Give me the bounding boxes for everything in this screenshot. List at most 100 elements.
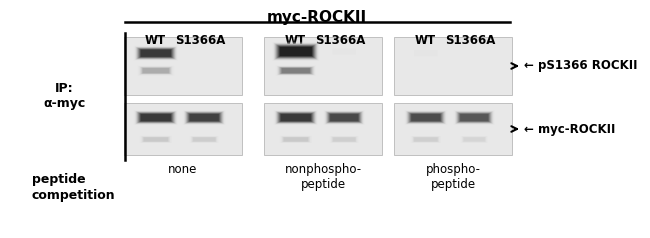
FancyBboxPatch shape [185,111,224,124]
FancyBboxPatch shape [272,42,320,61]
FancyBboxPatch shape [138,112,174,123]
FancyBboxPatch shape [411,136,441,143]
FancyBboxPatch shape [276,65,317,76]
FancyBboxPatch shape [279,67,313,74]
FancyBboxPatch shape [190,114,219,121]
FancyBboxPatch shape [278,112,315,123]
FancyBboxPatch shape [329,113,359,122]
FancyBboxPatch shape [458,112,491,123]
FancyBboxPatch shape [141,114,171,121]
FancyBboxPatch shape [135,110,177,125]
FancyBboxPatch shape [276,66,316,76]
FancyBboxPatch shape [138,48,174,58]
FancyBboxPatch shape [454,110,495,125]
FancyBboxPatch shape [274,110,318,125]
FancyBboxPatch shape [140,136,172,143]
FancyBboxPatch shape [137,66,174,76]
FancyBboxPatch shape [275,44,317,59]
FancyBboxPatch shape [330,114,359,121]
FancyBboxPatch shape [464,51,484,55]
FancyBboxPatch shape [193,137,215,141]
FancyBboxPatch shape [188,113,220,122]
FancyBboxPatch shape [274,110,318,125]
FancyBboxPatch shape [328,113,360,122]
FancyBboxPatch shape [460,114,489,122]
FancyBboxPatch shape [404,110,447,125]
FancyBboxPatch shape [142,137,169,142]
FancyBboxPatch shape [462,136,487,142]
Text: myc-ROCKII: myc-ROCKII [267,10,367,25]
FancyBboxPatch shape [412,136,439,142]
FancyBboxPatch shape [136,47,176,60]
FancyBboxPatch shape [463,137,486,142]
FancyBboxPatch shape [411,114,441,121]
FancyBboxPatch shape [277,45,315,58]
Text: ← myc-ROCKII: ← myc-ROCKII [524,123,616,135]
Text: phospho-
peptide: phospho- peptide [426,163,480,191]
FancyBboxPatch shape [274,110,317,125]
FancyBboxPatch shape [323,110,365,125]
FancyBboxPatch shape [414,137,437,141]
FancyBboxPatch shape [137,48,175,59]
FancyBboxPatch shape [280,136,312,143]
FancyBboxPatch shape [331,136,358,142]
Bar [124,103,242,155]
FancyBboxPatch shape [189,136,219,143]
Text: WT: WT [415,34,436,47]
FancyBboxPatch shape [140,136,172,143]
FancyBboxPatch shape [333,137,356,142]
FancyBboxPatch shape [282,137,310,142]
FancyBboxPatch shape [460,136,489,143]
FancyBboxPatch shape [461,136,488,143]
Text: S1366A: S1366A [445,34,495,47]
FancyBboxPatch shape [332,48,356,55]
FancyBboxPatch shape [192,137,216,142]
FancyBboxPatch shape [185,111,224,124]
FancyBboxPatch shape [278,67,313,75]
FancyBboxPatch shape [460,114,489,121]
FancyBboxPatch shape [408,112,444,123]
FancyBboxPatch shape [190,136,218,143]
Text: none: none [168,163,198,176]
FancyBboxPatch shape [186,112,222,123]
FancyBboxPatch shape [413,137,439,142]
FancyBboxPatch shape [138,66,174,75]
FancyBboxPatch shape [411,136,440,143]
FancyBboxPatch shape [464,51,484,55]
FancyBboxPatch shape [456,112,493,124]
FancyBboxPatch shape [404,110,448,125]
FancyBboxPatch shape [280,67,312,74]
FancyBboxPatch shape [461,136,488,143]
FancyBboxPatch shape [142,68,170,74]
FancyBboxPatch shape [138,48,174,58]
FancyBboxPatch shape [410,114,441,122]
Text: IP:
α-myc: IP: α-myc [43,81,85,110]
FancyBboxPatch shape [140,136,172,143]
FancyBboxPatch shape [333,137,356,141]
FancyBboxPatch shape [331,136,358,143]
FancyBboxPatch shape [183,110,226,125]
FancyBboxPatch shape [276,112,315,124]
FancyBboxPatch shape [460,114,488,121]
FancyBboxPatch shape [408,112,443,123]
FancyBboxPatch shape [190,136,218,143]
FancyBboxPatch shape [135,46,177,60]
FancyBboxPatch shape [413,50,438,56]
FancyBboxPatch shape [406,111,445,124]
FancyBboxPatch shape [183,110,226,125]
FancyBboxPatch shape [276,66,315,75]
FancyBboxPatch shape [278,66,314,75]
Text: WT: WT [144,34,166,47]
FancyBboxPatch shape [415,51,437,56]
FancyBboxPatch shape [280,136,311,143]
FancyBboxPatch shape [276,111,317,124]
FancyBboxPatch shape [334,69,354,73]
FancyBboxPatch shape [281,136,311,143]
FancyBboxPatch shape [280,136,312,143]
FancyBboxPatch shape [135,111,177,124]
FancyBboxPatch shape [138,66,174,75]
FancyBboxPatch shape [144,137,168,141]
FancyBboxPatch shape [137,112,175,123]
FancyBboxPatch shape [277,66,315,75]
FancyBboxPatch shape [457,112,491,123]
